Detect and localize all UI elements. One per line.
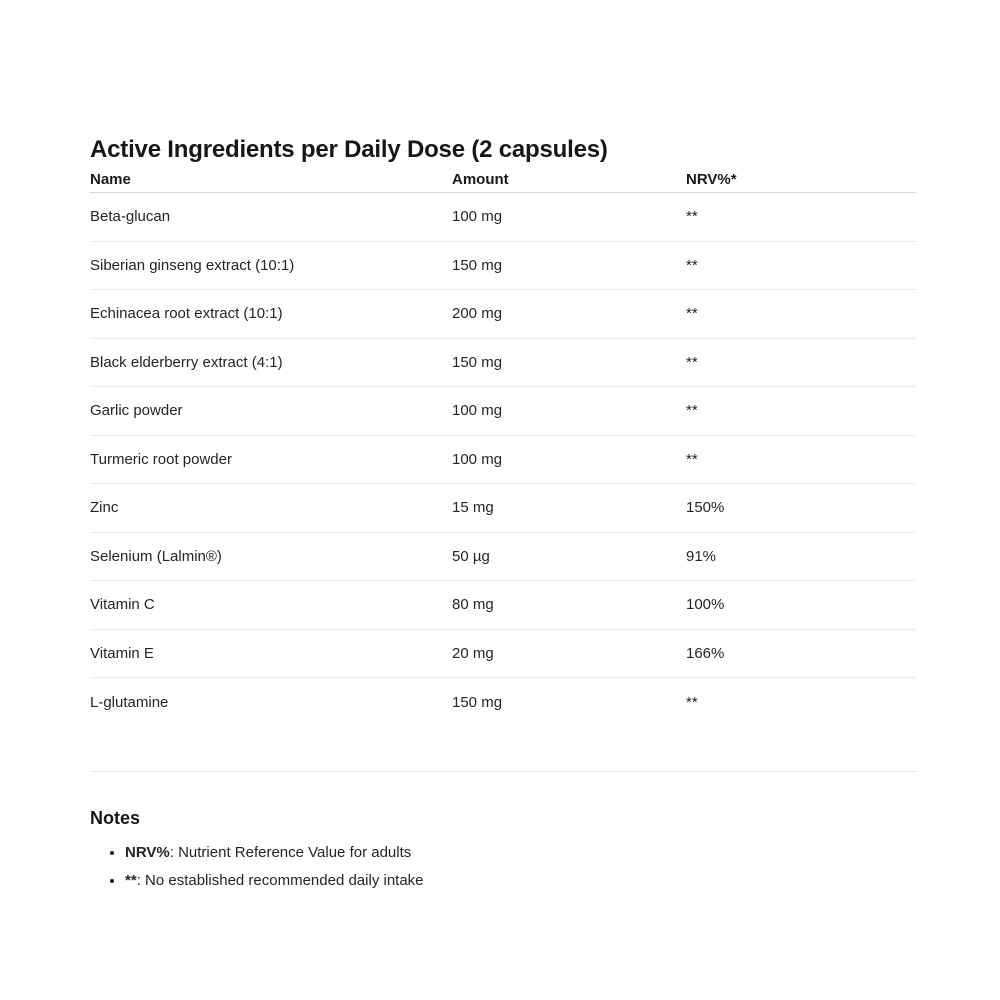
ingredient-name: Zinc <box>90 499 119 517</box>
ingredient-amount: 100 mg <box>452 450 503 468</box>
table-row: Vitamin C 80 mg 100% <box>90 581 916 630</box>
table-row: Echinacea root extract (10:1) 200 mg ** <box>90 290 916 339</box>
ingredient-name: Beta-glucan <box>90 208 171 226</box>
table-header-row: Name Amount NRV%* <box>90 166 916 193</box>
ingredient-name: Vitamin C <box>90 596 155 614</box>
ingredient-nrv: ** <box>686 353 698 371</box>
ingredient-name: Selenium (Lalmin®) <box>90 547 222 565</box>
ingredient-nrv: 91% <box>686 547 717 565</box>
note-text: : No established recommended daily intak… <box>136 872 424 889</box>
table-row: Black elderberry extract (4:1) 150 mg ** <box>90 339 916 387</box>
page-title: Active Ingredients per Daily Dose (2 cap… <box>90 136 608 164</box>
table-row: Beta-glucan 100 mg ** <box>90 193 916 242</box>
ingredient-name: Black elderberry extract (4:1) <box>90 353 283 371</box>
column-header-nrv: NRV%* <box>686 170 737 188</box>
ingredient-nrv: ** <box>686 450 698 468</box>
active-ingredients-table: Name Amount NRV%* Beta-glucan 100 mg ** … <box>90 166 916 727</box>
notes-list: NRV%: Nutrient Reference Value for adult… <box>90 839 916 895</box>
ingredient-nrv: 166% <box>686 644 725 662</box>
ingredient-name: Garlic powder <box>90 402 183 420</box>
ingredient-amount: 150 mg <box>452 256 503 274</box>
note-item: **: No established recommended daily int… <box>125 867 916 895</box>
note-term: NRV% <box>125 844 170 861</box>
table-row: Turmeric root powder 100 mg ** <box>90 436 916 484</box>
ingredient-name: Echinacea root extract (10:1) <box>90 305 283 323</box>
ingredient-nrv: ** <box>686 693 698 711</box>
table-row: Zinc 15 mg 150% <box>90 484 916 533</box>
notes-section: Notes NRV%: Nutrient Reference Value for… <box>90 808 916 895</box>
ingredient-amount: 100 mg <box>452 208 503 226</box>
ingredient-nrv: ** <box>686 305 698 323</box>
ingredient-amount: 100 mg <box>452 402 503 420</box>
ingredient-amount: 50 µg <box>452 547 490 565</box>
ingredient-nrv: ** <box>686 402 698 420</box>
table-row: Vitamin E 20 mg 166% <box>90 630 916 678</box>
ingredient-nrv: 150% <box>686 499 725 517</box>
note-term: ** <box>125 872 137 889</box>
column-header-amount: Amount <box>452 170 509 188</box>
ingredient-nrv: 100% <box>686 596 725 614</box>
ingredient-nrv: ** <box>686 256 698 274</box>
section-divider <box>90 771 916 772</box>
ingredient-amount: 20 mg <box>452 644 494 662</box>
table-row: Garlic powder 100 mg ** <box>90 387 916 436</box>
notes-heading: Notes <box>90 808 141 828</box>
ingredient-amount: 200 mg <box>452 305 503 323</box>
table-row: L-glutamine 150 mg ** <box>90 678 916 727</box>
ingredient-amount: 150 mg <box>452 693 503 711</box>
ingredient-name: Vitamin E <box>90 644 154 662</box>
ingredient-amount: 15 mg <box>452 499 494 517</box>
table-row: Siberian ginseng extract (10:1) 150 mg *… <box>90 242 916 290</box>
ingredient-nrv: ** <box>686 208 698 226</box>
column-header-name: Name <box>90 170 131 188</box>
ingredient-name: Turmeric root powder <box>90 450 232 468</box>
ingredient-amount: 150 mg <box>452 353 503 371</box>
table-row: Selenium (Lalmin®) 50 µg 91% <box>90 533 916 581</box>
note-text: : Nutrient Reference Value for adults <box>169 844 412 861</box>
ingredient-amount: 80 mg <box>452 596 494 614</box>
ingredient-name: L-glutamine <box>90 693 169 711</box>
note-item: NRV%: Nutrient Reference Value for adult… <box>125 839 916 867</box>
ingredient-name: Siberian ginseng extract (10:1) <box>90 256 295 274</box>
